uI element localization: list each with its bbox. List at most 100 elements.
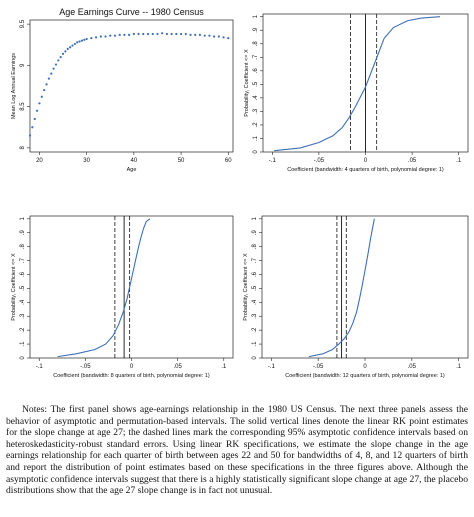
data-point (52, 67, 55, 70)
plot-frame (29, 215, 234, 359)
y-tick-label: .1 (20, 341, 26, 347)
x-tick-label: 50 (178, 158, 185, 164)
x-tick-label: .05 (173, 364, 182, 370)
y-tick-label: .9 (253, 27, 259, 33)
data-point (80, 39, 84, 42)
cdf-series-line (57, 218, 151, 358)
y-tick-label: 8 (20, 146, 26, 150)
y-axis-label: Probability, Coefficient <= X (244, 49, 250, 117)
y-tick-label: .4 (20, 299, 26, 305)
x-tick-label: 0 (130, 364, 134, 370)
y-tick-label: .5 (253, 81, 259, 87)
cdf-series-line (308, 218, 375, 358)
data-point (132, 32, 135, 36)
data-point (198, 33, 202, 36)
y-tick-label: .3 (253, 108, 259, 114)
y-tick-label: 0 (252, 356, 258, 360)
data-point (137, 32, 140, 36)
data-point (142, 32, 145, 36)
data-point (128, 33, 131, 36)
data-point (146, 32, 150, 36)
x-tick-label: .05 (408, 364, 417, 370)
y-tick-label: 0 (20, 356, 26, 360)
x-tick-label: 60 (225, 158, 232, 164)
y-tick-label: .5 (252, 285, 258, 291)
y-tick-label: .7 (253, 54, 259, 60)
data-point (208, 34, 211, 37)
y-tick-label: .6 (253, 68, 259, 74)
y-tick-label: .8 (253, 41, 259, 47)
x-tick-label: -.1 (268, 364, 276, 370)
y-tick-label: .8 (252, 243, 258, 249)
x-tick-label: .1 (456, 364, 462, 370)
data-point (40, 95, 43, 98)
y-tick-label: .8 (20, 243, 26, 249)
y-tick-label: 1 (20, 216, 26, 220)
figure-notes: Notes: The first panel shows age-earning… (6, 404, 468, 497)
y-tick-label: .4 (252, 299, 258, 305)
data-point (213, 35, 216, 38)
x-tick-label: 40 (131, 158, 138, 164)
data-point (45, 83, 48, 86)
y-tick-label: 1 (252, 216, 258, 220)
data-point (85, 37, 88, 41)
x-tick-label: .05 (408, 158, 417, 164)
data-point (99, 35, 102, 38)
data-point (94, 36, 98, 39)
x-tick-label: -.1 (36, 364, 44, 370)
x-axis-label: Coefficient (bandwidth: 12 quarters of b… (285, 373, 445, 379)
data-point (71, 44, 74, 47)
data-point (31, 126, 34, 129)
data-point (189, 33, 192, 36)
data-point (66, 47, 69, 50)
data-point (165, 32, 169, 36)
figure: Age Earnings Curve -- 1980 Census 20 30 40 5… (11, 7, 469, 379)
x-tick-label: .1 (221, 364, 227, 370)
cdf-series-line (274, 16, 441, 152)
y-tick-label: .9 (20, 230, 26, 236)
data-point (54, 63, 58, 66)
y-tick-label: .1 (252, 341, 258, 347)
data-point (170, 32, 173, 36)
data-point (227, 37, 230, 40)
data-point (78, 40, 81, 43)
data-point (59, 56, 62, 59)
data-point (104, 35, 107, 38)
y-tick-label: 0 (253, 150, 259, 154)
data-point (64, 50, 67, 53)
data-point (113, 34, 117, 37)
chart-panel-3: -.1 -.05 0 .05 .1 0 .1 .2 .3 .4 .5 .6 .7 .8 .9 1 Coeffic… (11, 215, 234, 379)
y-tick-label: .3 (252, 313, 258, 319)
data-point (50, 72, 53, 75)
data-point (156, 32, 159, 36)
y-axis-label: Probability, Coefficient <= X (11, 253, 17, 321)
y-tick-label: 1 (253, 14, 259, 18)
data-point (203, 34, 206, 37)
x-tick-label: -.05 (314, 158, 325, 164)
y-tick-label: .4 (253, 95, 259, 101)
y-tick-label: 8.5 (20, 102, 26, 111)
data-point (61, 52, 65, 55)
y-axis-label: Probability, Coefficient <= X (243, 253, 249, 321)
data-point (43, 89, 46, 92)
y-tick-label: .7 (252, 257, 258, 263)
y-tick-label: .2 (20, 327, 26, 333)
data-point (73, 42, 76, 46)
data-point (47, 77, 50, 80)
chart-title: Age Earnings Curve -- 1980 Census (59, 7, 204, 17)
x-tick-label: 20 (36, 158, 43, 164)
y-tick-label: .6 (252, 271, 258, 277)
data-point (194, 33, 197, 36)
y-tick-label: .9 (252, 230, 258, 236)
plot-frame (29, 19, 234, 153)
x-tick-label: 0 (364, 158, 368, 164)
chart-panel-1: Age Earnings Curve -- 1980 Census 20 30 40 5… (11, 7, 234, 173)
data-point (90, 37, 93, 40)
y-tick-label: .2 (252, 327, 258, 333)
data-point (151, 32, 154, 36)
data-point (118, 33, 121, 36)
y-tick-label: .7 (20, 257, 26, 263)
x-axis-label: Age (127, 167, 137, 173)
data-point (222, 36, 225, 39)
chart-panel-4: -.1 -.05 0 .05 .1 0 .1 .2 .3 .4 .5 .6 .7 .8 .9 1 Coeffic… (243, 215, 469, 379)
